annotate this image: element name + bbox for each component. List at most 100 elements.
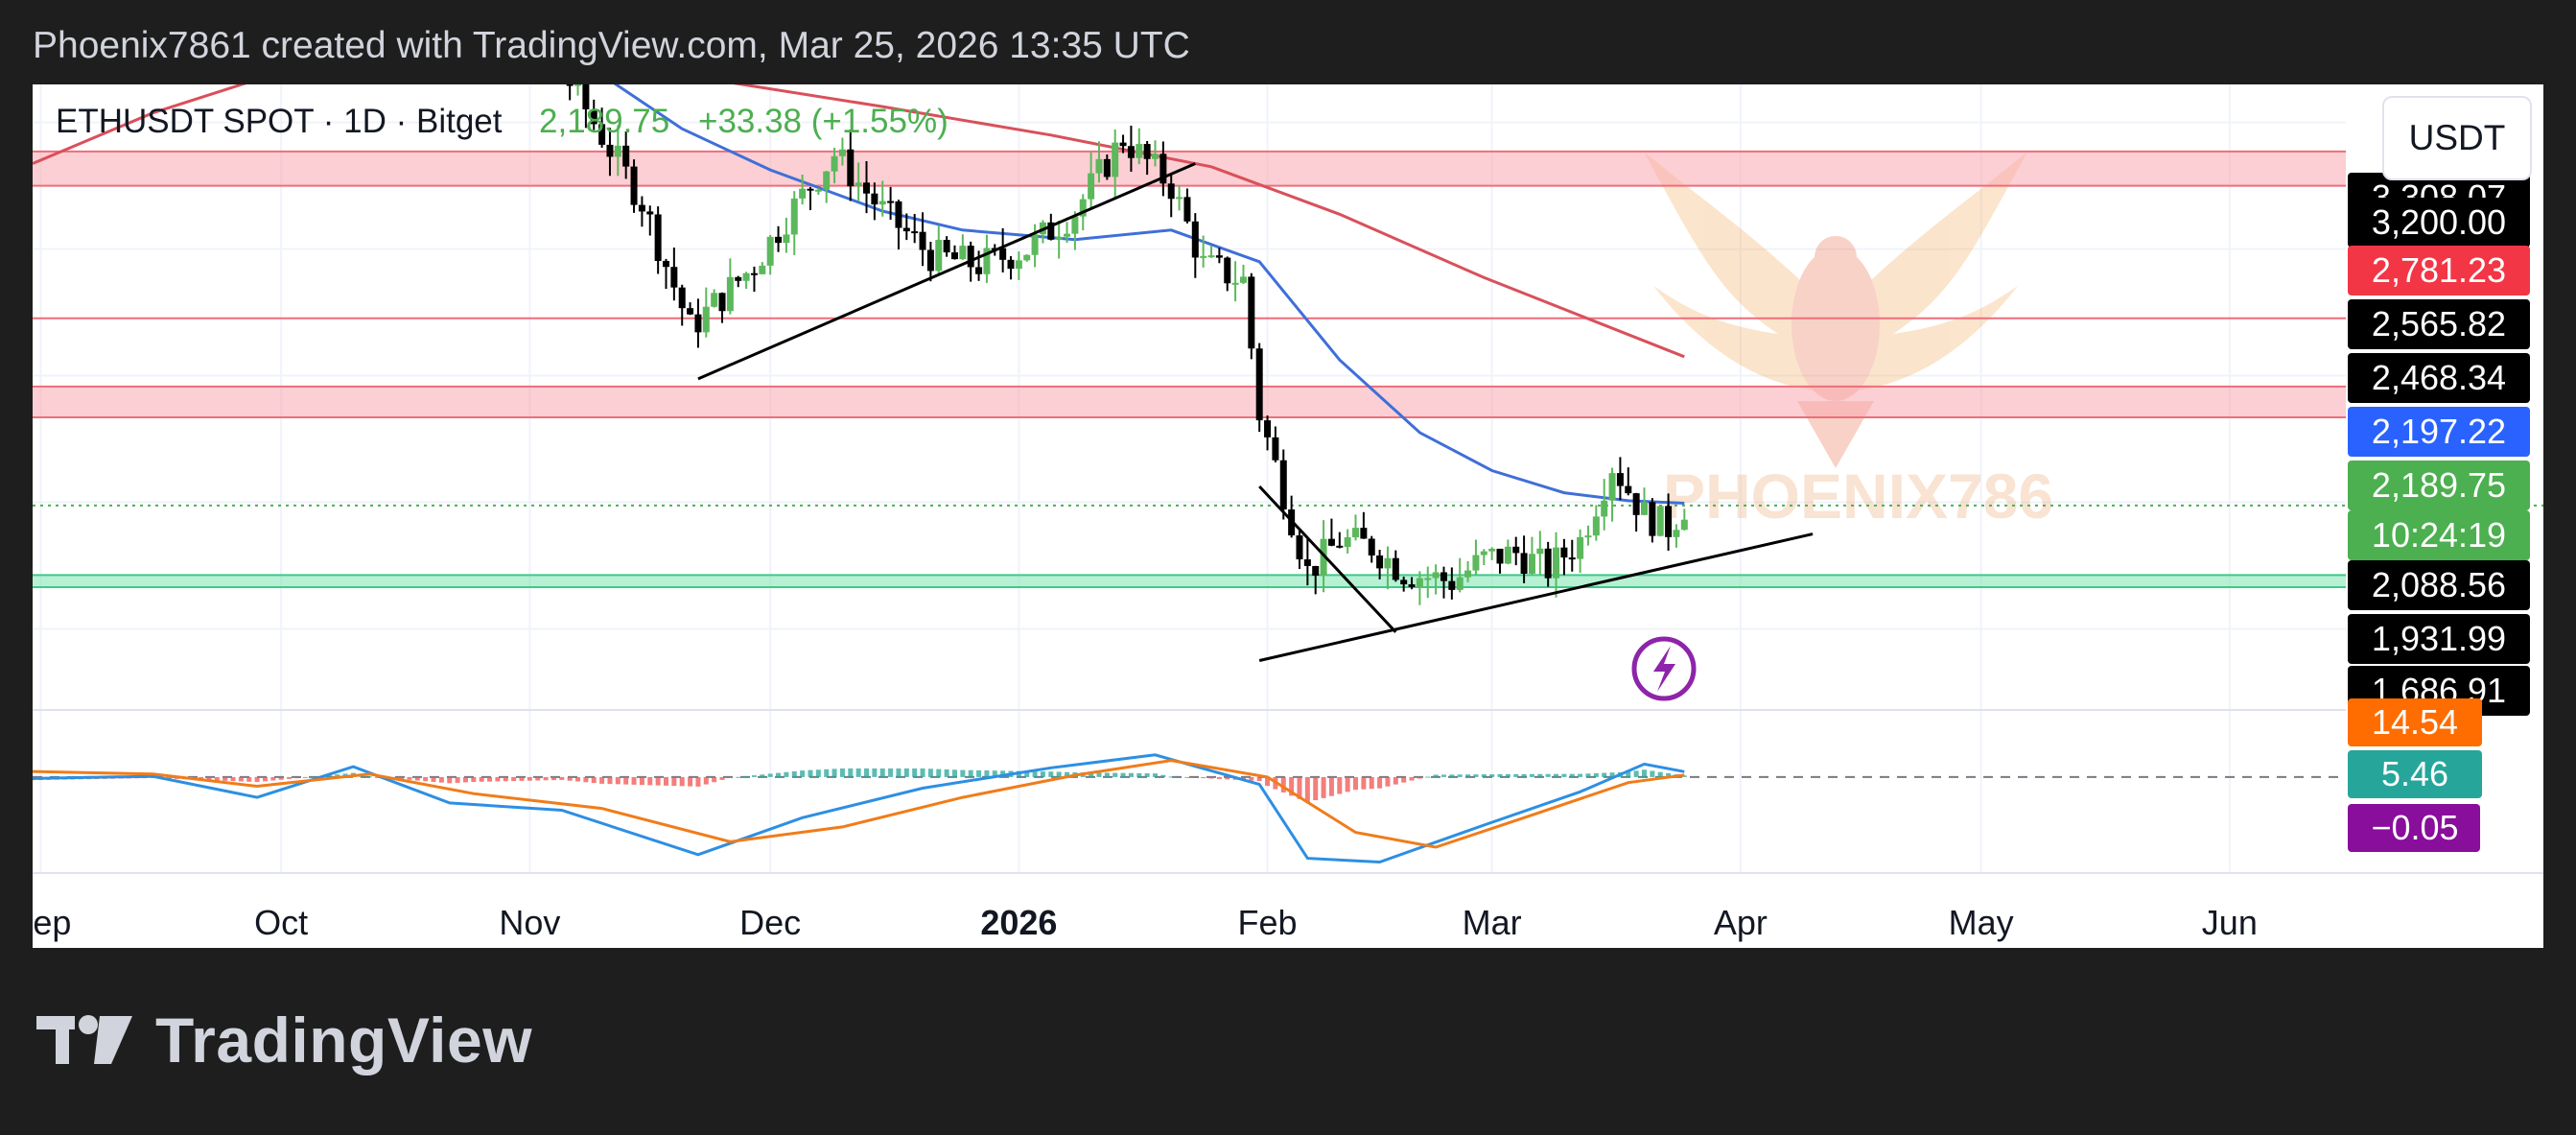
candle-body — [1248, 276, 1255, 349]
candle — [799, 174, 807, 205]
candle — [759, 262, 766, 274]
macd-histogram-bar — [968, 769, 973, 777]
candlestick-chart[interactable]: PHOENIX786 Sep Oct Nov Dec 2026 Feb Mar Apr May J… — [33, 84, 2543, 948]
candle — [1584, 525, 1592, 546]
legend-change: +33.38 (+1.55%) — [698, 103, 948, 140]
candle-body — [1601, 500, 1608, 517]
price-label-text: 1,931.99 — [2372, 619, 2506, 658]
chart-area[interactable]: PHOENIX786 Sep Oct Nov Dec 2026 Feb Mar Apr May J… — [33, 84, 2543, 948]
macd-histogram-bar — [1065, 771, 1070, 777]
candle-body — [1136, 144, 1143, 158]
price-scale-label: 1,931.99 — [2348, 614, 2530, 664]
macd-histogram-bar — [487, 776, 493, 782]
macd-histogram-bar — [1177, 776, 1183, 778]
candle-body — [1625, 485, 1632, 494]
macd-histogram-bar — [447, 776, 453, 784]
macd-histogram-bar — [815, 769, 821, 777]
candle-body — [950, 252, 958, 260]
candle — [1112, 130, 1119, 199]
macd-histogram-bar — [607, 776, 613, 785]
candle — [1416, 571, 1423, 605]
candle-body — [814, 189, 822, 192]
macd-histogram-bar — [839, 768, 845, 777]
currency-button[interactable]: USDT — [2382, 96, 2532, 180]
candle — [1368, 535, 1375, 563]
candle — [1264, 415, 1272, 451]
candle-body — [766, 236, 774, 266]
macd-histogram-bar — [407, 776, 412, 780]
macd-histogram-bar — [1393, 776, 1398, 785]
phoenix-watermark: PHOENIX786 — [1644, 152, 2053, 532]
macd-histogram-bar — [543, 776, 549, 781]
candle — [926, 241, 934, 282]
macd-histogram-bar — [1128, 772, 1134, 777]
macd-histogram-bar — [1321, 776, 1326, 798]
candle-body — [1360, 528, 1368, 539]
candle-body — [1103, 158, 1111, 177]
candle — [1472, 539, 1480, 576]
candle — [1352, 514, 1360, 541]
candle-body — [1047, 222, 1055, 240]
candle-body — [711, 293, 718, 307]
macd-histogram-bar — [776, 772, 782, 777]
price-scale-label: 2,565.82 — [2348, 299, 2530, 349]
macd-histogram-bar — [855, 768, 861, 777]
candle — [1641, 487, 1649, 516]
candle — [1248, 272, 1255, 360]
candle-body — [1071, 216, 1079, 234]
macd-histogram-bar — [1201, 776, 1206, 779]
price-scale-label: 2,088.56 — [2348, 560, 2530, 610]
price-zones — [33, 150, 2346, 588]
candle-body — [1143, 144, 1151, 159]
macd-histogram-bar — [1112, 772, 1118, 777]
macd-histogram-bar — [1657, 771, 1663, 777]
macd-histogram-bar — [455, 776, 460, 783]
macd-histogram-bar — [222, 776, 228, 781]
macd-histogram-bar — [1265, 776, 1271, 787]
macd-histogram-bar — [872, 768, 878, 777]
macd-histogram-bar — [311, 776, 316, 778]
candle — [1376, 550, 1384, 579]
macd-histogram-bar — [688, 776, 693, 787]
macd-histogram-bar — [888, 768, 894, 777]
tradingview-branding: TradingView — [36, 1004, 532, 1076]
candle — [1312, 565, 1320, 595]
candle-body — [1167, 183, 1175, 200]
candle-body — [622, 145, 630, 167]
macd-histogram-bar — [760, 774, 765, 777]
axes: Sep Oct Nov Dec 2026 Feb Mar Apr May Jun — [33, 872, 2543, 942]
macd-histogram-bar — [535, 776, 541, 781]
macd-histogram-bar — [326, 774, 332, 777]
candle-body — [967, 246, 974, 268]
candle-body — [590, 108, 597, 125]
macd-histogram-bar — [1040, 771, 1045, 777]
macd-histogram-bar — [246, 776, 252, 782]
candle-body — [1336, 545, 1344, 548]
price-scale-labels: 3,308.073,200.002,781.232,565.822,468.34… — [2348, 173, 2530, 852]
candle-body — [1183, 197, 1191, 222]
candle — [814, 188, 822, 195]
price-scale-label: 2,197.22 — [2348, 407, 2530, 457]
candle — [1296, 528, 1303, 570]
candle-body — [1119, 142, 1127, 147]
trendlines[interactable] — [697, 162, 1814, 662]
lightning-alert-icon[interactable] — [1631, 636, 1697, 701]
candle — [1384, 546, 1392, 590]
candle — [1136, 128, 1143, 165]
grid — [33, 84, 2346, 873]
candle-body — [1680, 519, 1688, 531]
price-scale-label: 2,468.34 — [2348, 353, 2530, 403]
candle-body — [582, 84, 590, 109]
candle — [1560, 538, 1568, 576]
candle-body — [1344, 537, 1351, 548]
candle-body — [1568, 557, 1576, 560]
candle-body — [790, 198, 798, 235]
candle-body — [807, 188, 814, 191]
time-axis-label: Nov — [499, 903, 560, 942]
candle-body — [1152, 154, 1159, 159]
macd-histogram-bar — [1481, 774, 1487, 777]
candle — [911, 214, 919, 244]
candle-body — [1560, 547, 1568, 558]
candle-body — [935, 240, 943, 272]
candle-body — [999, 248, 1007, 260]
